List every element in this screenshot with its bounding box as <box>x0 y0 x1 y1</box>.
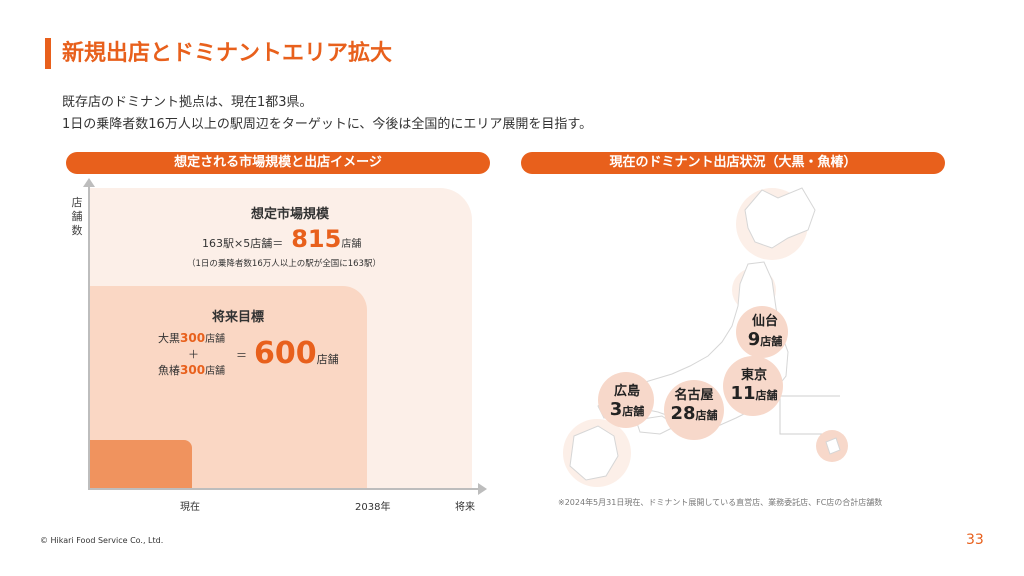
goal-brand2-unit: 店舗 <box>205 366 226 377</box>
x-tick-future: 将来 <box>455 502 475 513</box>
region-tokyo: 東京 11店舗 <box>726 368 782 404</box>
okinawa-outline <box>825 437 841 455</box>
current-area <box>90 440 192 488</box>
goal-value: 600 <box>254 336 317 371</box>
y-axis-label: 店舗数 <box>71 196 83 237</box>
dominant-heading: 現在のドミナント出店状況（大黒・魚椿） <box>521 152 945 174</box>
region-sendai-count: 9 <box>747 329 761 350</box>
region-sendai-city: 仙台 <box>751 314 778 329</box>
goal-total: 600店舗 <box>254 336 339 371</box>
goal-plus: ＋ <box>188 348 199 361</box>
y-axis-arrow-icon <box>83 178 95 187</box>
copyright: © Hikari Food Service Co., Ltd. <box>40 536 164 545</box>
region-nagoya: 名古屋 28店舗 <box>662 388 726 424</box>
market-formula: 163駅×5店舗＝ <box>202 237 284 250</box>
goal-brand2-row: 魚椿300店舗 <box>158 362 225 378</box>
kyushu-outline <box>569 425 619 481</box>
intro-text: 既存店のドミナント拠点は、現在1都3県。 1日の乗降者数16万人以上の駅周辺をタ… <box>62 92 592 136</box>
market-unit: 店舗 <box>341 239 362 250</box>
y-axis <box>88 184 90 490</box>
page-title: 新規出店とドミナントエリア拡大 <box>62 41 393 66</box>
market-value: 815 <box>291 225 342 253</box>
goal-brand2: 魚椿 <box>158 364 180 377</box>
region-nagoya-unit: 店舗 <box>695 409 718 422</box>
intro-line-2: 1日の乗降者数16万人以上の駅周辺をターゲットに、今後は全国的にエリア展開を目指… <box>62 117 593 132</box>
goal-title: 将来目標 <box>211 310 264 325</box>
region-nagoya-city: 名古屋 <box>674 388 714 403</box>
market-note: （1日の乗降者数16万人以上の駅が全国に163駅） <box>187 259 381 269</box>
goal-brand1-row: 大黒300店舗 <box>158 330 225 346</box>
region-tokyo-count: 11 <box>730 383 756 404</box>
region-sendai-unit: 店舗 <box>760 335 783 348</box>
x-tick-current: 現在 <box>180 502 200 513</box>
hiroshima-circle <box>598 372 654 428</box>
region-sendai: 仙台 9店舗 <box>742 314 788 350</box>
okinawa-inset-frame <box>779 396 840 435</box>
japan-map <box>563 187 848 487</box>
goal-equals: ＝ <box>236 349 247 362</box>
market-heading: 想定される市場規模と出店イメージ <box>66 152 490 174</box>
market-formula-row: 163駅×5店舗＝ 815店舗 <box>202 224 361 260</box>
x-tick-2038: 2038年 <box>355 502 391 513</box>
tokyo-circle <box>723 356 783 416</box>
intro-line-1: 既存店のドミナント拠点は、現在1都3県。 <box>62 95 313 110</box>
goal-brand1-unit: 店舗 <box>205 334 226 345</box>
goal-brand1-value: 300 <box>180 331 206 345</box>
goal-brand2-value: 300 <box>180 363 206 377</box>
x-axis-arrow-icon <box>478 483 487 495</box>
title-accent-bar <box>45 38 51 69</box>
nagoya-circle <box>664 380 724 440</box>
sendai-circle <box>736 306 788 358</box>
hokkaido-outline <box>744 187 816 249</box>
region-hiroshima: 広島 3店舗 <box>604 384 650 420</box>
goal-unit: 店舗 <box>316 353 339 366</box>
region-tokyo-city: 東京 <box>740 368 767 383</box>
goal-brand1: 大黒 <box>158 332 180 345</box>
market-title: 想定市場規模 <box>250 207 329 222</box>
region-hiroshima-city: 広島 <box>613 384 640 399</box>
footnote: ※2024年5月31日現在、ドミナント展開している直営店、業務委託店、FC店の合… <box>558 498 883 507</box>
region-hiroshima-unit: 店舗 <box>622 405 645 418</box>
page-number: 33 <box>966 532 984 548</box>
region-tokyo-unit: 店舗 <box>755 389 778 402</box>
x-axis <box>88 488 480 490</box>
region-hiroshima-count: 3 <box>609 399 623 420</box>
region-nagoya-count: 28 <box>670 403 696 424</box>
